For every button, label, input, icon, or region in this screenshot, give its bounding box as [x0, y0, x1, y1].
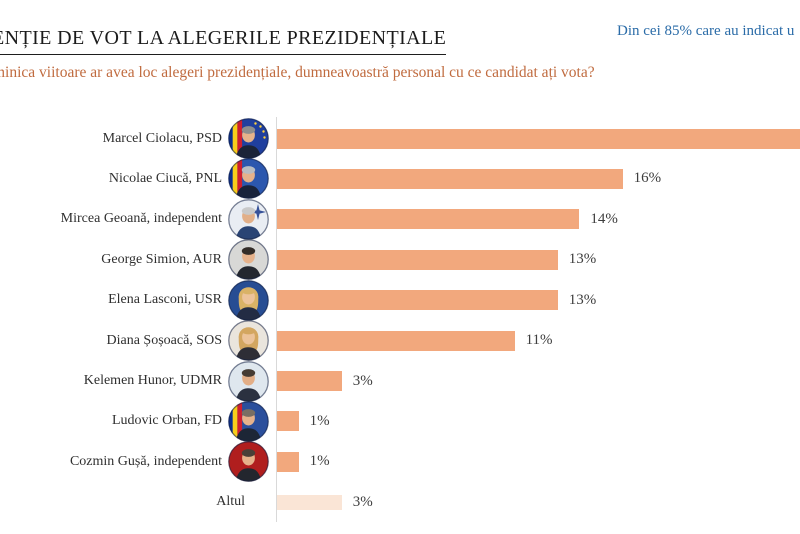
bar: [277, 249, 558, 270]
candidate-label: Mircea Geoană, independent: [60, 211, 222, 227]
bar-value-label: 3%: [352, 372, 373, 389]
candidate-label: Marcel Ciolacu, PSD: [102, 130, 222, 146]
avatar-mircea-geoana: [228, 198, 269, 240]
avatar-george-simion: [228, 239, 269, 281]
bar-value-label: 11%: [525, 332, 553, 349]
avatar-cozmin-gusa: [228, 441, 269, 483]
survey-question: minica viitoare ar avea loc alegeri prez…: [0, 64, 595, 81]
candidate-label: Kelemen Hunor, UDMR: [83, 373, 222, 389]
candidate-label: Elena Lasconi, USR: [108, 292, 222, 308]
bar-value-label: 1%: [309, 453, 330, 470]
page-title: ENȚIE DE VOT LA ALEGERILE PREZIDENȚIALE: [0, 27, 447, 56]
candidate-label: Ludovic Orban, FD: [111, 413, 222, 429]
bar-value-label: 13%: [568, 291, 597, 308]
bar: [277, 411, 299, 432]
candidate-label: George Simion, AUR: [101, 251, 222, 267]
candidate-label: Cozmin Gușă, independent: [69, 453, 222, 469]
candidate-label: Altul: [216, 494, 245, 510]
avatar-elena-lasconi: [228, 279, 269, 321]
avatar-ludovic-orban: [228, 401, 269, 442]
bar: [277, 330, 515, 351]
bar: [277, 128, 800, 149]
y-axis-line: [276, 117, 277, 522]
avatar-marcel-ciolacu: [228, 118, 269, 159]
bar: [277, 168, 623, 189]
bar-muted: [277, 494, 342, 510]
bar: [277, 451, 299, 472]
bar-value-label: 13%: [568, 251, 597, 268]
bar-value-label: 3%: [352, 493, 373, 510]
bar-value-label: 1%: [309, 412, 330, 429]
header-note: Din cei 85% care au indicat u: [617, 23, 795, 39]
bar-value-label: 16%: [633, 170, 662, 187]
avatar-diana-sosoaca: [228, 320, 269, 361]
candidate-label: Diana Șoșoacă, SOS: [106, 332, 223, 348]
bar-value-label: 14%: [590, 210, 618, 227]
avatar-kelemen-hunor: [228, 360, 269, 402]
avatar-nicolae-ciuca: [228, 158, 269, 200]
bar: [277, 290, 558, 311]
candidate-label: Nicolae Ciucă, PNL: [108, 170, 222, 186]
bar: [277, 209, 580, 230]
bar: [277, 371, 342, 392]
